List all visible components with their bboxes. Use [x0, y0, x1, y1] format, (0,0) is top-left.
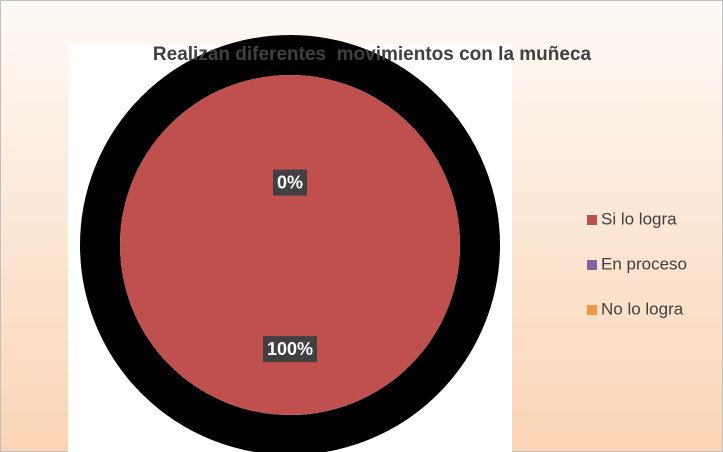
- legend-label: Si lo logra: [601, 209, 677, 228]
- data-label-box: [262, 336, 318, 363]
- legend-swatch: [587, 305, 597, 315]
- data-label-box: [272, 169, 308, 196]
- chart-title: Realizan diferentes movimientos con la m…: [153, 44, 592, 65]
- legend-label: En proceso: [601, 254, 687, 273]
- legend-swatch: [587, 215, 597, 225]
- legend-swatch: [587, 260, 597, 270]
- pie-slice: [120, 75, 460, 415]
- data-label: 0%: [277, 173, 303, 193]
- pie-border: [80, 35, 500, 452]
- data-label: 100%: [267, 339, 313, 359]
- legend-label: No lo logra: [601, 299, 684, 318]
